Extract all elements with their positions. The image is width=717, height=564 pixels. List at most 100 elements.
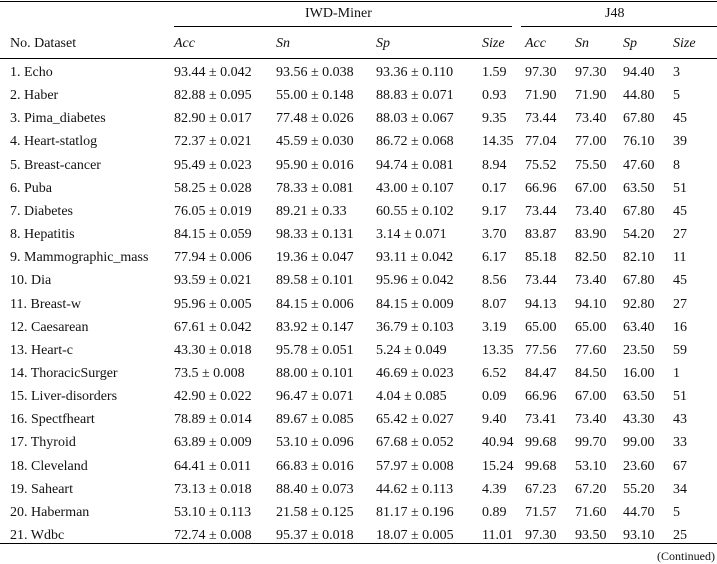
- cell-iwd-sn: 77.48 ± 0.026: [276, 111, 354, 127]
- column-header-iwd-sp: Sp: [376, 36, 390, 51]
- cell-j48-size: 34: [673, 481, 687, 497]
- cell-iwd-sp: 44.62 ± 0.113: [376, 481, 454, 497]
- cell-iwd-acc: 73.13 ± 0.018: [174, 481, 252, 497]
- cell-j48-sn: 73.40: [575, 111, 607, 127]
- cell-iwd-acc: 95.96 ± 0.005: [174, 296, 252, 312]
- cell-j48-size: 5: [673, 88, 680, 104]
- cell-iwd-sn: 96.47 ± 0.071: [276, 389, 354, 405]
- top-rule: [0, 1, 717, 2]
- cell-j48-acc: 73.44: [525, 203, 557, 219]
- table-row: 12. Caesarean 67.61 ± 0.042 83.92 ± 0.147 3…: [0, 320, 717, 343]
- cell-iwd-size: 3.70: [482, 227, 507, 243]
- cell-j48-acc: 97.30: [525, 528, 557, 543]
- table-row: 17. Thyroid 63.89 ± 0.009 53.10 ± 0.096 67.…: [0, 435, 717, 458]
- cell-dataset: 13. Heart-c: [10, 342, 73, 358]
- cell-iwd-acc: 82.88 ± 0.095: [174, 88, 252, 104]
- cell-iwd-size: 0.89: [482, 504, 507, 520]
- table-row: 2. Haber 82.88 ± 0.095 55.00 ± 0.148 88.83 …: [0, 88, 717, 111]
- cell-iwd-acc: 64.41 ± 0.011: [174, 458, 252, 474]
- cell-iwd-sp: 5.24 ± 0.049: [376, 342, 447, 358]
- column-header-j48-acc: Acc: [525, 36, 546, 51]
- cell-iwd-size: 6.17: [482, 250, 507, 266]
- cell-j48-sp: 23.50: [623, 342, 655, 358]
- cell-iwd-sn: 89.67 ± 0.085: [276, 412, 354, 428]
- cell-iwd-size: 8.94: [482, 157, 507, 173]
- cell-iwd-sn: 84.15 ± 0.006: [276, 296, 354, 312]
- cell-j48-sp: 63.40: [623, 319, 655, 335]
- cell-iwd-sp: 57.97 ± 0.008: [376, 458, 454, 474]
- cell-iwd-size: 15.24: [482, 458, 514, 474]
- cell-j48-size: 51: [673, 389, 687, 405]
- table-row: 18. Cleveland 64.41 ± 0.011 66.83 ± 0.016 5…: [0, 459, 717, 482]
- cell-iwd-sn: 93.56 ± 0.038: [276, 65, 354, 80]
- cell-j48-sp: 44.80: [623, 88, 655, 104]
- table-row: 7. Diabetes 76.05 ± 0.019 89.21 ± 0.33 60.5…: [0, 204, 717, 227]
- cell-iwd-acc: 53.10 ± 0.113: [174, 504, 252, 520]
- cell-iwd-sn: 53.10 ± 0.096: [276, 435, 354, 451]
- cell-j48-sn: 67.00: [575, 180, 607, 196]
- table-row: 4. Heart-statlog 72.37 ± 0.021 45.59 ± 0.0…: [0, 134, 717, 157]
- cell-iwd-size: 3.19: [482, 319, 507, 335]
- cell-iwd-sp: 65.42 ± 0.027: [376, 412, 454, 428]
- cell-dataset: 12. Caesarean: [10, 319, 89, 335]
- cell-j48-sp: 94.40: [623, 65, 655, 80]
- cell-j48-size: 67: [673, 458, 687, 474]
- cell-iwd-sp: 36.79 ± 0.103: [376, 319, 454, 335]
- cell-j48-sp: 43.30: [623, 412, 655, 428]
- cell-iwd-size: 9.40: [482, 412, 507, 428]
- table-row: 9. Mammographic_mass 77.94 ± 0.006 19.36 ±…: [0, 250, 717, 273]
- cell-j48-size: 45: [673, 203, 687, 219]
- cell-j48-sn: 97.30: [575, 65, 607, 80]
- cell-iwd-sn: 88.40 ± 0.073: [276, 481, 354, 497]
- cell-iwd-sn: 78.33 ± 0.081: [276, 180, 354, 196]
- cell-j48-sn: 82.50: [575, 250, 607, 266]
- cell-iwd-size: 4.39: [482, 481, 507, 497]
- cell-j48-sp: 54.20: [623, 227, 655, 243]
- cell-iwd-sn: 89.58 ± 0.101: [276, 273, 354, 289]
- cell-dataset: 19. Saheart: [10, 481, 73, 497]
- cell-dataset: 4. Heart-statlog: [10, 134, 98, 150]
- cell-iwd-sp: 46.69 ± 0.023: [376, 365, 454, 381]
- cell-j48-acc: 71.90: [525, 88, 557, 104]
- cell-j48-sn: 99.70: [575, 435, 607, 451]
- cell-iwd-size: 9.35: [482, 111, 507, 127]
- cell-j48-acc: 75.52: [525, 157, 557, 173]
- table-row: 10. Dia 93.59 ± 0.021 89.58 ± 0.101 95.96 ±…: [0, 273, 717, 296]
- cell-iwd-sp: 3.14 ± 0.071: [376, 227, 447, 243]
- cell-iwd-acc: 93.44 ± 0.042: [174, 65, 252, 80]
- cell-j48-sp: 99.00: [623, 435, 655, 451]
- cell-iwd-acc: 72.37 ± 0.021: [174, 134, 252, 150]
- cell-j48-sp: 93.10: [623, 528, 655, 543]
- cell-j48-sn: 65.00: [575, 319, 607, 335]
- cell-iwd-acc: 63.89 ± 0.009: [174, 435, 252, 451]
- cell-iwd-sp: 81.17 ± 0.196: [376, 504, 454, 520]
- cell-iwd-acc: 43.30 ± 0.018: [174, 342, 252, 358]
- cell-iwd-acc: 95.49 ± 0.023: [174, 157, 252, 173]
- cell-iwd-size: 8.07: [482, 296, 507, 312]
- cell-j48-sn: 71.90: [575, 88, 607, 104]
- cell-iwd-acc: 93.59 ± 0.021: [174, 273, 252, 289]
- cell-j48-sp: 44.70: [623, 504, 655, 520]
- cell-j48-acc: 66.96: [525, 180, 557, 196]
- cell-iwd-sn: 89.21 ± 0.33: [276, 203, 347, 219]
- cell-iwd-sp: 43.00 ± 0.107: [376, 180, 454, 196]
- cell-iwd-sn: 88.00 ± 0.101: [276, 365, 354, 381]
- cell-j48-sn: 94.10: [575, 296, 607, 312]
- column-header-j48-size: Size: [673, 36, 696, 51]
- cell-iwd-acc: 84.15 ± 0.059: [174, 227, 252, 243]
- cell-iwd-sp: 60.55 ± 0.102: [376, 203, 454, 219]
- cell-j48-sn: 67.00: [575, 389, 607, 405]
- cell-iwd-size: 9.17: [482, 203, 507, 219]
- cell-iwd-size: 0.09: [482, 389, 507, 405]
- cell-j48-size: 11: [673, 250, 687, 266]
- cell-j48-sp: 67.80: [623, 111, 655, 127]
- cell-iwd-sn: 95.90 ± 0.016: [276, 157, 354, 173]
- table-row: 13. Heart-c 43.30 ± 0.018 95.78 ± 0.051 5.2…: [0, 343, 717, 366]
- cell-j48-size: 16: [673, 319, 687, 335]
- cell-dataset: 20. Haberman: [10, 504, 90, 520]
- cell-iwd-size: 1.59: [482, 65, 507, 80]
- cell-j48-sn: 84.50: [575, 365, 607, 381]
- cell-iwd-sp: 86.72 ± 0.068: [376, 134, 454, 150]
- group-header-j48: J48: [605, 6, 625, 21]
- cell-j48-sn: 75.50: [575, 157, 607, 173]
